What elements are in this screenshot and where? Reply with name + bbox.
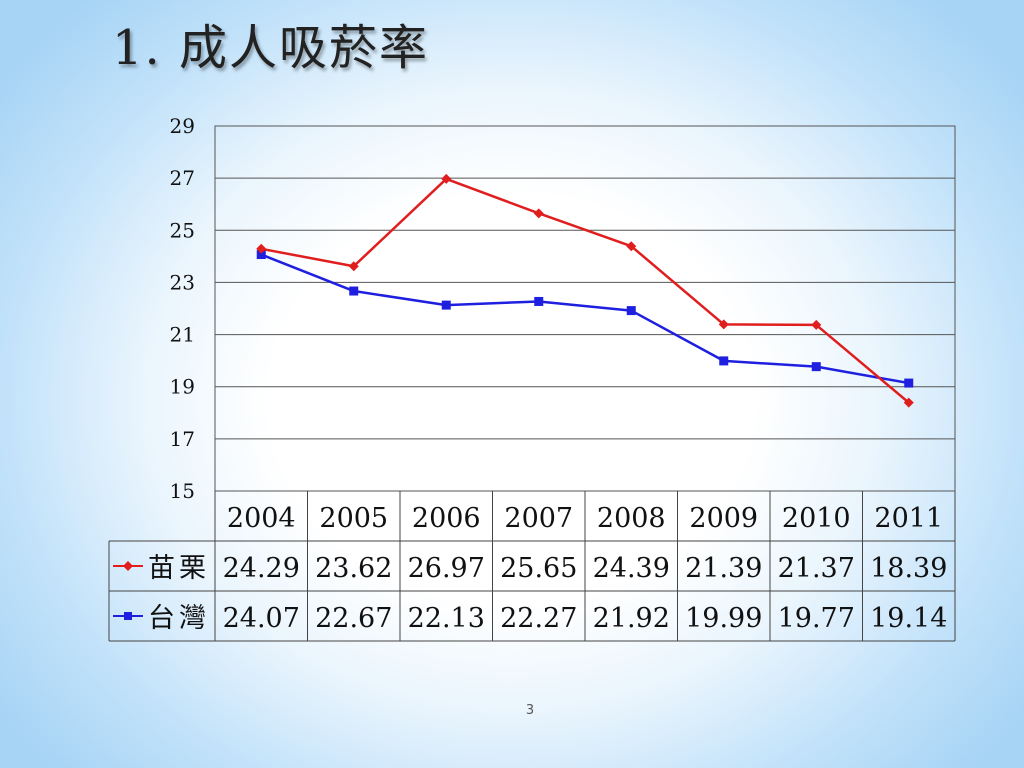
data-point (534, 296, 544, 306)
data-point (533, 208, 544, 219)
series-name: 苗栗 (148, 553, 210, 584)
slide-title: 1. 成人吸菸率 (112, 20, 430, 76)
series-lines (256, 173, 914, 408)
y-tick-label: 19 (170, 375, 195, 399)
series-line (261, 177, 910, 404)
data-point (441, 173, 452, 184)
y-tick-label: 27 (170, 166, 195, 190)
data-table-value: 19.14 (870, 603, 947, 634)
series-name: 台灣 (148, 603, 210, 634)
data-table-value: 21.37 (778, 553, 855, 584)
legend-key-marker (123, 561, 133, 571)
category-label: 2011 (874, 503, 943, 534)
data-table-value: 24.07 (223, 603, 300, 634)
legend-key-marker (124, 612, 132, 620)
category-label: 2006 (412, 503, 481, 534)
data-table-value: 21.92 (593, 603, 670, 634)
data-point (904, 378, 914, 388)
y-tick-label: 17 (170, 427, 195, 451)
data-table-value: 22.13 (408, 603, 485, 634)
data-table-value: 19.99 (685, 603, 762, 634)
data-table-value: 22.27 (500, 603, 577, 634)
y-tick-label: 25 (170, 218, 195, 242)
data-table-text: 2004 2005 2006 2007 2008 2009 2010 2011 苗栗 24.29 2… (113, 503, 947, 634)
data-table-value: 24.29 (223, 553, 300, 584)
data-point (256, 250, 266, 260)
category-label: 2007 (504, 503, 573, 534)
category-label: 2008 (597, 503, 666, 534)
category-label: 2009 (689, 503, 758, 534)
data-point (811, 362, 821, 372)
y-axis-tick-labels: 15 17 19 21 23 25 27 29 (170, 114, 195, 503)
series-line (260, 253, 909, 385)
category-label: 2004 (227, 503, 296, 534)
data-table-value: 22.67 (315, 603, 392, 634)
y-tick-label: 15 (170, 479, 195, 503)
data-point (256, 243, 267, 254)
data-point (903, 397, 914, 408)
data-point (719, 356, 729, 366)
y-tick-label: 23 (170, 270, 195, 294)
y-tick-label: 29 (170, 114, 195, 138)
plot-area (215, 126, 955, 491)
data-table-value: 25.65 (500, 553, 577, 584)
data-point (811, 319, 822, 330)
slide-number: 3 (525, 703, 535, 718)
y-tick-label: 21 (170, 323, 195, 347)
data-table-value: 18.39 (870, 553, 947, 584)
data-point (626, 241, 637, 252)
data-point (626, 306, 636, 316)
data-table-value: 24.39 (593, 553, 670, 584)
data-point (348, 261, 359, 272)
category-label: 2010 (782, 503, 851, 534)
data-table-value: 21.39 (685, 553, 762, 584)
data-table-value: 23.62 (315, 553, 392, 584)
data-table-value: 19.77 (778, 603, 855, 634)
data-point (441, 300, 451, 310)
data-table (108, 491, 956, 642)
data-point (349, 286, 359, 296)
data-point (718, 319, 729, 330)
category-label: 2005 (319, 503, 388, 534)
data-table-value: 26.97 (408, 553, 485, 584)
